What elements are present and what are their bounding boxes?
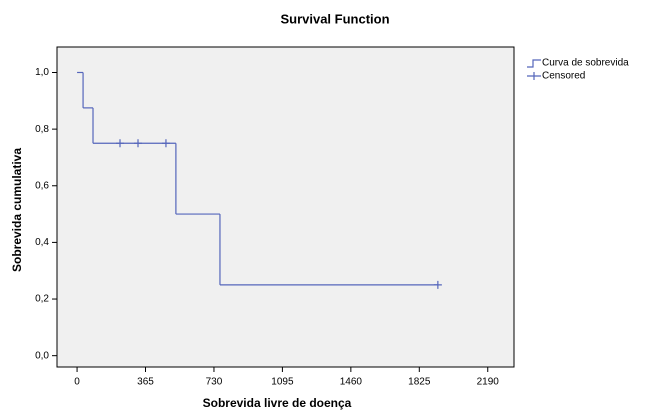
y-tick-label: 0,2 (35, 294, 49, 305)
y-tick-label: 0,6 (35, 180, 49, 191)
y-axis-label: Sobrevida cumulativa (10, 148, 24, 272)
x-tick-label: 1095 (271, 377, 294, 388)
censored-mark (116, 139, 125, 148)
x-tick-label: 730 (206, 377, 223, 388)
x-tick-label: 365 (137, 377, 154, 388)
y-tick-label: 1,0 (35, 67, 49, 78)
y-tick-label: 0,8 (35, 124, 49, 135)
legend-label: Censored (542, 71, 585, 82)
censored-mark (134, 139, 143, 148)
x-tick-label: 1460 (340, 377, 363, 388)
plot-area (56, 46, 515, 368)
legend-label: Curva de sobrevida (542, 58, 629, 69)
legend-icon (527, 72, 541, 80)
y-tick-label: 0,0 (35, 350, 49, 361)
censored-mark (161, 139, 170, 148)
censored-mark (433, 280, 442, 289)
x-tick-label: 1825 (408, 377, 431, 388)
y-tick-label: 0,4 (35, 237, 49, 248)
x-tick-label: 2190 (477, 377, 500, 388)
chart-title: Survival Function (280, 11, 389, 26)
x-tick-label: 0 (74, 377, 80, 388)
x-axis-label: Sobrevida livre de doença (203, 396, 352, 410)
legend-icon (527, 59, 541, 68)
